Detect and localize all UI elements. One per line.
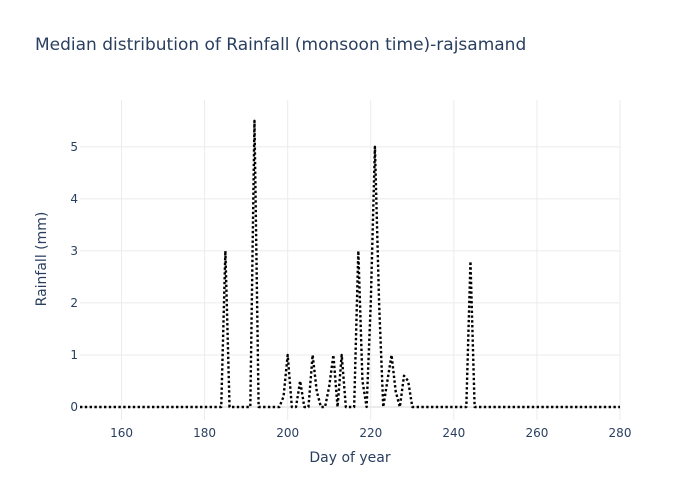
x-tick-label: 240: [442, 426, 465, 440]
y-tick-label: 2: [70, 296, 78, 310]
y-tick-label: 3: [70, 244, 78, 258]
rainfall-series-line: [80, 119, 620, 409]
x-tick-label: 220: [359, 426, 382, 440]
x-tick-label: 180: [193, 426, 216, 440]
x-axis-title: Day of year: [309, 450, 391, 466]
y-axis-title: Rainfall (mm): [34, 212, 50, 307]
x-tick-label: 260: [525, 426, 548, 440]
series-layer: [80, 119, 620, 409]
x-tick-label: 200: [276, 426, 299, 440]
chart-title: Median distribution of Rainfall (monsoon…: [35, 35, 526, 55]
y-tick-label: 1: [70, 348, 78, 362]
grid-layer: [80, 100, 621, 420]
tick-layer: 160 180 200 220 240 260 280 0 1 2 3 4 5: [70, 140, 631, 440]
y-tick-label: 5: [70, 140, 78, 154]
x-tick-label: 160: [110, 426, 133, 440]
x-tick-label: 280: [609, 426, 632, 440]
y-tick-label: 4: [70, 192, 78, 206]
y-tick-label: 0: [70, 400, 78, 414]
